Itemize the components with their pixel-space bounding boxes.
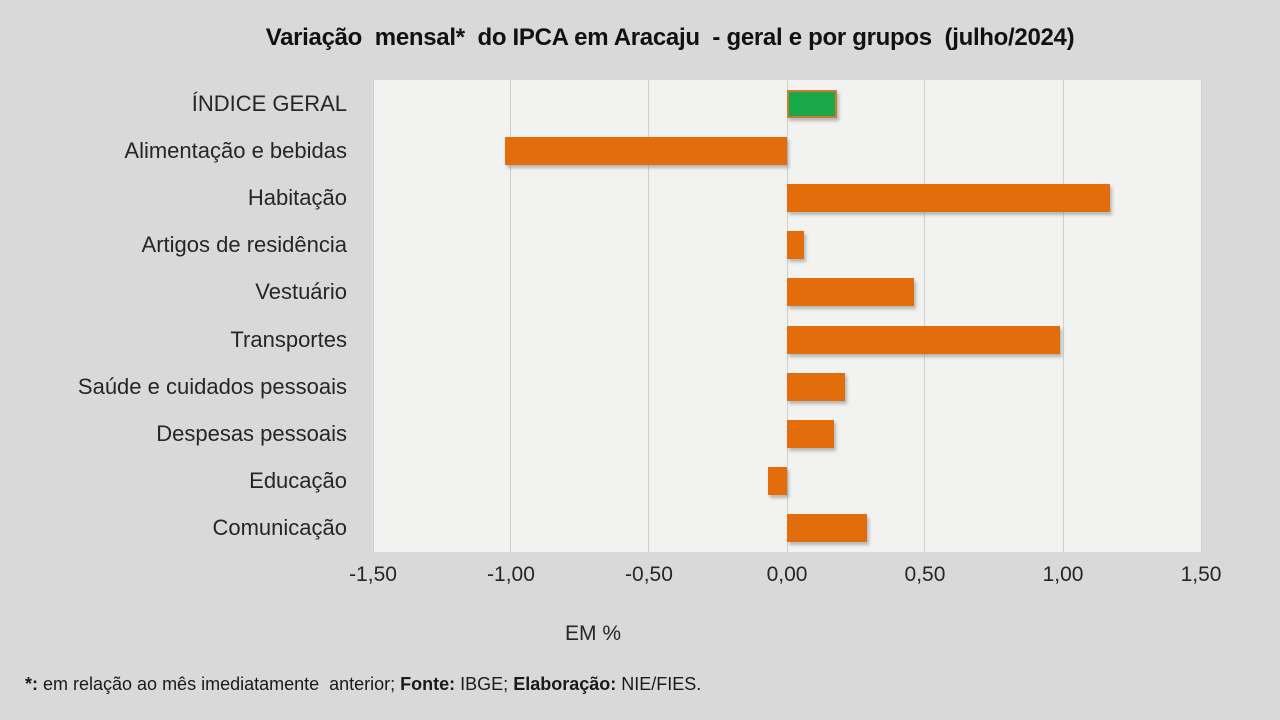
category-label: Educação (249, 468, 347, 494)
category-label: Despesas pessoais (156, 421, 347, 446)
gridline (372, 80, 374, 552)
bar (787, 231, 804, 260)
bar (505, 136, 787, 165)
x-tick-label: -1,50 (349, 563, 397, 586)
x-tick-label: -0,50 (625, 563, 673, 586)
x-tick-label: -1,00 (487, 563, 535, 586)
x-tick-label: 0,50 (904, 563, 946, 586)
bar (787, 325, 1061, 354)
category-axis: ÍNDICE GERAL Alimentação e bebidas Habitaç… (0, 80, 347, 552)
gridline (648, 80, 650, 552)
gridline (924, 80, 926, 552)
footnote-segment: *: (25, 674, 38, 694)
bar (787, 420, 834, 448)
footnote-segment: em relação ao mês imediatamente anterior… (38, 674, 401, 694)
bar (787, 514, 868, 543)
footnote-segment: Elaboração: (513, 674, 617, 694)
bar (787, 184, 1110, 212)
bar (787, 372, 845, 401)
category-label: Vestuário (255, 279, 347, 305)
x-tick-label: 0,00 (766, 563, 808, 586)
chart-title: Variação mensal* do IPCA em Aracaju - ge… (265, 24, 1075, 51)
category-label: Transportes (230, 326, 347, 352)
gridline (1062, 80, 1064, 552)
x-tick-label: 1,00 (1042, 563, 1084, 586)
footnote: *: em relação ao mês imediatamente anter… (25, 674, 701, 695)
plot-area (372, 80, 1202, 552)
gridline (1200, 80, 1202, 552)
category-label: Comunicação (212, 515, 347, 541)
footnote-segment: NIE/FIES. (616, 674, 702, 694)
bar (787, 278, 914, 307)
x-axis: -1,50 -1,00 -0,50 0,00 0,50 1,00 1,50 (349, 563, 1221, 593)
footnote-segment: IBGE; (455, 674, 514, 694)
bar (767, 467, 787, 496)
category-label: Artigos de residência (141, 232, 347, 258)
x-tick-label: 1,50 (1180, 563, 1222, 586)
category-label: Habitação (247, 185, 347, 210)
category-label: ÍNDICE GERAL (191, 90, 347, 116)
category-label: Alimentação e bebidas (124, 137, 347, 163)
gridline (510, 80, 512, 552)
x-axis-label: EM % (564, 622, 621, 645)
gridline (786, 80, 788, 552)
footnote-segment: Fonte: (400, 674, 456, 694)
bar (787, 89, 837, 118)
category-label: Saúde e cuidados pessoais (77, 373, 347, 399)
